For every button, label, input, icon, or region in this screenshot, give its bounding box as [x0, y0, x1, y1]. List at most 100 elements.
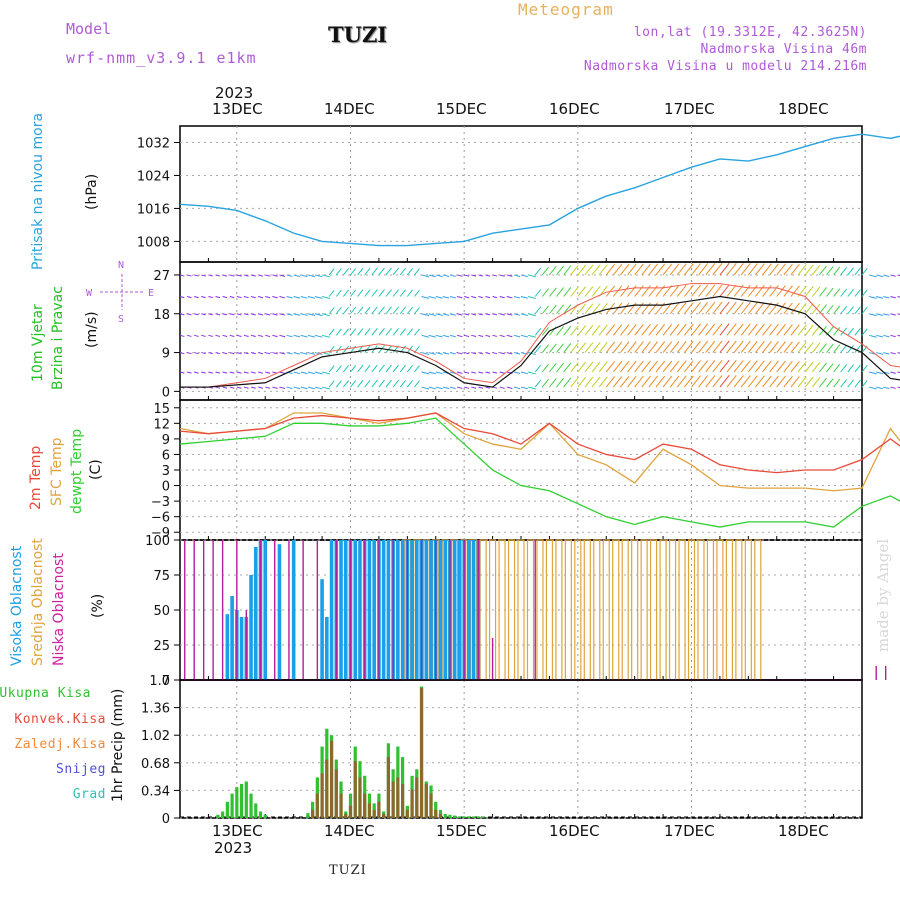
- wind-barb: [897, 352, 900, 354]
- y-tick-label-cloud: 75: [153, 569, 170, 584]
- precip-conv-bar: [405, 809, 409, 818]
- wind-barb: [620, 360, 630, 373]
- wind-barb: [676, 323, 687, 336]
- wind-barb: [179, 313, 185, 316]
- wind-barb: [371, 267, 378, 276]
- date-top-17: 17DEC: [664, 100, 715, 118]
- wind-barb: [833, 378, 841, 388]
- wind-barb: [676, 360, 687, 373]
- wind-barb: [584, 286, 594, 297]
- wind-barb: [570, 265, 579, 276]
- precip-total-bar: [239, 783, 244, 818]
- wind-barb: [818, 362, 827, 373]
- wind-barb: [705, 375, 716, 388]
- wind-barb: [328, 289, 335, 297]
- wind-barb: [179, 296, 185, 299]
- wind-barb: [243, 371, 249, 374]
- wind-barb: [293, 313, 301, 316]
- wind-barb: [769, 285, 779, 297]
- y-tick-label-temp: −9: [151, 526, 170, 541]
- wind-barb: [755, 340, 765, 353]
- legend-total-rain: Ukupna Kisa: [0, 686, 91, 701]
- wind-barb: [577, 325, 586, 336]
- y-tick-label-precip: 1.02: [141, 729, 170, 744]
- wind-barb: [762, 341, 772, 353]
- wind-barb: [563, 362, 572, 373]
- wind-barb: [307, 352, 316, 355]
- wind-barb: [485, 352, 491, 355]
- wind-barb: [307, 296, 316, 299]
- wind-barb: [641, 285, 651, 297]
- wind-barb: [335, 365, 342, 373]
- wind-barb: [371, 289, 378, 297]
- wind-barb: [747, 302, 758, 315]
- wind-barb: [343, 328, 349, 336]
- wind-barb: [811, 362, 821, 373]
- wind-barb: [612, 360, 623, 373]
- wind-barb: [563, 286, 572, 297]
- wind-barb: [492, 274, 498, 277]
- wind-barb: [698, 360, 709, 373]
- wind-barb: [705, 323, 716, 336]
- wind-barb: [243, 334, 249, 337]
- wind-barb: [684, 360, 694, 373]
- wind-barb: [265, 296, 271, 299]
- wind-barb: [215, 371, 221, 374]
- wind-barb: [194, 313, 199, 316]
- wind-barb: [520, 386, 528, 390]
- wind-barb: [428, 334, 436, 338]
- wind-barb: [826, 363, 834, 373]
- precip-total-bar: [221, 811, 225, 818]
- wind-barb: [854, 289, 861, 297]
- wind-barb: [840, 379, 848, 388]
- wind-barb: [478, 334, 484, 337]
- compass-rose: N S W E: [84, 258, 154, 328]
- wind-barb: [541, 305, 549, 315]
- wind-barb: [627, 302, 637, 315]
- wind-barb: [883, 352, 890, 355]
- wind-barb: [549, 378, 557, 388]
- wind-barb: [669, 263, 680, 276]
- wind-barb: [378, 267, 385, 276]
- wind-barb: [876, 352, 884, 355]
- wind-barb: [350, 380, 357, 388]
- wind-barb: [790, 302, 800, 315]
- wind-barb: [464, 334, 470, 338]
- wind-barb: [392, 379, 399, 388]
- wind-barb: [229, 371, 235, 374]
- wind-barb: [897, 274, 900, 277]
- high-cloud-bar: [429, 540, 433, 680]
- wind-barb: [378, 289, 385, 297]
- wind-barb: [435, 274, 443, 278]
- wind-barb: [456, 334, 463, 338]
- wind-barb: [669, 341, 680, 353]
- wind-barb: [456, 371, 463, 374]
- wind-barb: [570, 325, 579, 336]
- wind-barb: [485, 371, 491, 374]
- wind-barb: [471, 313, 477, 316]
- wind-barb: [406, 267, 414, 276]
- wind-barb: [733, 301, 744, 315]
- wind-barb: [314, 274, 323, 278]
- y-tick-label-pressure: 1024: [137, 169, 170, 184]
- y-tick-label-temp: 3: [162, 464, 170, 479]
- wind-barb: [527, 274, 536, 278]
- sfc-temp-line: [179, 412, 900, 492]
- wind-barb: [406, 364, 414, 373]
- wind-barb: [499, 352, 505, 355]
- wind-barb: [485, 386, 491, 389]
- wind-barb: [804, 342, 814, 353]
- wind-barb: [300, 352, 308, 355]
- y-tick-label-temp: 9: [162, 433, 170, 448]
- precip-total-bar: [306, 813, 310, 818]
- wind-barb: [385, 267, 392, 276]
- wind-barb: [328, 380, 335, 388]
- wind-barb: [478, 386, 484, 389]
- wind-barb: [513, 334, 521, 338]
- precip-conv-bar: [386, 757, 390, 818]
- wind-barb: [364, 345, 371, 353]
- wind-barb: [293, 274, 301, 278]
- wind-barb: [442, 274, 450, 278]
- wind-barb: [876, 334, 884, 338]
- wind-barb: [620, 375, 630, 388]
